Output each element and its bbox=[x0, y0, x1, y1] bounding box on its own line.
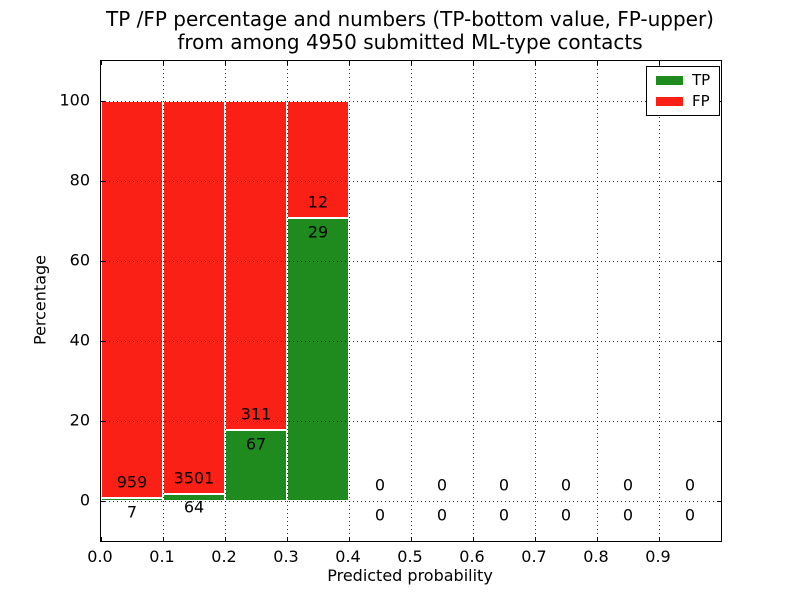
x-tick-mark bbox=[162, 537, 164, 541]
chart-title-line2: from among 4950 submitted ML-type contac… bbox=[177, 30, 643, 54]
tp-count-label: 0 bbox=[684, 505, 696, 525]
x-tick-label: 0.5 bbox=[397, 547, 423, 566]
y-tick-label: 80 bbox=[69, 170, 90, 190]
bar-fp-segment bbox=[101, 101, 163, 499]
x-tick-mark bbox=[286, 537, 288, 541]
legend-item: TP bbox=[656, 73, 710, 88]
tp-count-label: 7 bbox=[126, 502, 138, 522]
legend-swatch-tp-icon bbox=[656, 76, 683, 85]
y-tick-mark bbox=[717, 420, 721, 422]
grid-line-x bbox=[348, 61, 350, 541]
bar-tp-segment bbox=[287, 218, 349, 501]
fp-count-label: 0 bbox=[436, 475, 448, 495]
y-tick-mark bbox=[717, 500, 721, 502]
y-tick-mark bbox=[717, 180, 721, 182]
x-tick-mark bbox=[286, 61, 288, 65]
x-tick-mark bbox=[472, 61, 474, 65]
legend-label: TP bbox=[692, 71, 711, 89]
y-tick-mark bbox=[101, 420, 105, 422]
x-tick-mark bbox=[596, 61, 598, 65]
tp-count-label: 0 bbox=[560, 505, 572, 525]
legend-swatch-fp-icon bbox=[656, 97, 683, 106]
fp-count-label: 0 bbox=[498, 475, 510, 495]
grid-line-x bbox=[286, 61, 288, 541]
x-tick-label: 0.9 bbox=[645, 547, 671, 566]
x-tick-label: 0.3 bbox=[273, 547, 299, 566]
x-tick-label: 0.4 bbox=[335, 547, 361, 566]
tp-count-label: 0 bbox=[498, 505, 510, 525]
fp-count-label: 0 bbox=[684, 475, 696, 495]
chart-title: TP /FP percentage and numbers (TP-bottom… bbox=[90, 8, 730, 54]
tp-count-label: 0 bbox=[374, 505, 386, 525]
x-tick-mark bbox=[224, 537, 226, 541]
grid-line-x bbox=[472, 61, 474, 541]
y-tick-mark bbox=[101, 180, 105, 182]
tp-count-label: 64 bbox=[183, 497, 205, 517]
x-tick-mark bbox=[410, 61, 412, 65]
x-tick-label: 0.0 bbox=[87, 547, 113, 566]
tp-count-label: 0 bbox=[436, 505, 448, 525]
x-tick-mark bbox=[162, 61, 164, 65]
fp-count-label: 0 bbox=[560, 475, 572, 495]
x-tick-label: 0.1 bbox=[149, 547, 175, 566]
grid-line-x bbox=[224, 61, 226, 541]
y-tick-mark bbox=[717, 340, 721, 342]
y-tick-label: 20 bbox=[69, 410, 90, 430]
y-tick-label: 100 bbox=[59, 90, 90, 110]
tp-count-label: 0 bbox=[622, 505, 634, 525]
y-tick-mark bbox=[717, 260, 721, 262]
bar-tp-segment bbox=[225, 430, 287, 501]
x-tick-mark bbox=[534, 537, 536, 541]
chart-title-line1: TP /FP percentage and numbers (TP-bottom… bbox=[106, 7, 714, 31]
legend: TP FP bbox=[646, 66, 721, 116]
fp-count-label: 311 bbox=[240, 404, 272, 424]
x-tick-label: 0.8 bbox=[583, 547, 609, 566]
x-tick-mark bbox=[534, 61, 536, 65]
y-tick-label: 0 bbox=[79, 490, 90, 510]
x-tick-label: 0.7 bbox=[521, 547, 547, 566]
x-tick-mark bbox=[348, 537, 350, 541]
x-tick-mark bbox=[100, 61, 102, 65]
x-tick-mark bbox=[224, 61, 226, 65]
grid-line-x bbox=[410, 61, 412, 541]
grid-line-x bbox=[534, 61, 536, 541]
fp-count-label: 0 bbox=[374, 475, 386, 495]
grid-line-x bbox=[658, 61, 660, 541]
x-tick-mark bbox=[100, 537, 102, 541]
x-tick-mark bbox=[348, 61, 350, 65]
tp-count-label: 67 bbox=[245, 434, 267, 454]
x-tick-mark bbox=[596, 537, 598, 541]
grid-line-x bbox=[596, 61, 598, 541]
x-tick-mark bbox=[658, 537, 660, 541]
x-tick-mark bbox=[658, 61, 660, 65]
y-tick-mark bbox=[101, 340, 105, 342]
bar-fp-segment bbox=[225, 101, 287, 431]
y-tick-mark bbox=[101, 100, 105, 102]
legend-item: FP bbox=[656, 94, 710, 109]
x-tick-mark bbox=[472, 537, 474, 541]
fp-count-label: 3501 bbox=[173, 468, 215, 488]
y-tick-mark bbox=[101, 500, 105, 502]
y-tick-label: 60 bbox=[69, 250, 90, 270]
x-tick-mark bbox=[410, 537, 412, 541]
plot-area: TP FP 959 7 3501 64 311 67 12 29 0 0 0 0 0 0 0 0 0 0 0 0 bbox=[100, 60, 722, 542]
tp-count-label: 29 bbox=[307, 222, 329, 242]
fp-count-label: 959 bbox=[116, 472, 148, 492]
y-tick-label: 40 bbox=[69, 330, 90, 350]
x-tick-label: 0.2 bbox=[211, 547, 237, 566]
legend-label: FP bbox=[692, 92, 710, 110]
x-tick-label: 0.6 bbox=[459, 547, 485, 566]
y-tick-mark bbox=[101, 260, 105, 262]
bar-fp-segment bbox=[163, 101, 225, 494]
x-axis-label: Predicted probability bbox=[327, 566, 493, 585]
fp-count-label: 0 bbox=[622, 475, 634, 495]
fp-count-label: 12 bbox=[307, 192, 329, 212]
grid-line-x bbox=[162, 61, 164, 541]
